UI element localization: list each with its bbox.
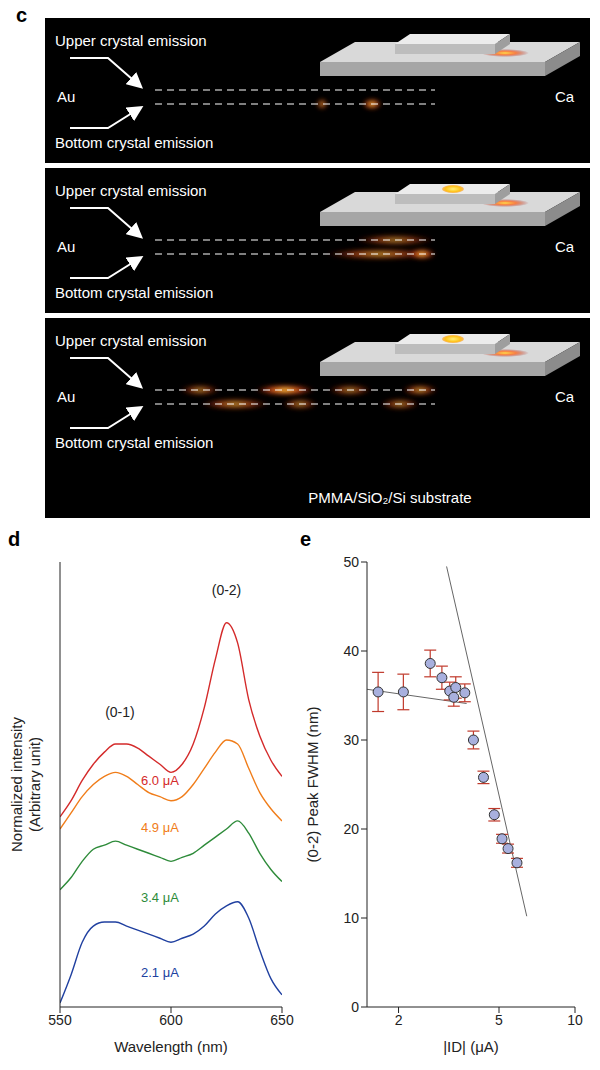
svg-text:Upper crystal emission: Upper crystal emission: [55, 182, 207, 199]
svg-text:Ca: Ca: [555, 238, 575, 255]
svg-text:Au: Au: [57, 238, 75, 255]
svg-text:10: 10: [343, 910, 359, 926]
svg-text:Bottom crystal emission: Bottom crystal emission: [55, 434, 213, 451]
svg-text:(0-2) Peak FWHM (nm): (0-2) Peak FWHM (nm): [304, 707, 321, 863]
svg-text:Au: Au: [57, 88, 75, 105]
svg-text:|ID| (μA): |ID| (μA): [443, 1038, 499, 1055]
svg-text:Ca: Ca: [555, 88, 575, 105]
svg-text:20: 20: [343, 821, 359, 837]
svg-text:650: 650: [270, 1012, 294, 1028]
svg-text:Bottom crystal emission: Bottom crystal emission: [55, 284, 213, 301]
svg-text:Wavelength (nm): Wavelength (nm): [114, 1038, 228, 1055]
svg-text:550: 550: [48, 1012, 72, 1028]
svg-text:10: 10: [567, 1012, 583, 1028]
svg-text:5: 5: [495, 1012, 503, 1028]
svg-text:0: 0: [351, 999, 359, 1015]
svg-text:(0-2): (0-2): [212, 582, 242, 598]
svg-text:600: 600: [159, 1012, 183, 1028]
html-text:d: d: [8, 528, 21, 550]
svg-text:4.9 μA: 4.9 μA: [141, 820, 179, 835]
svg-text:6.0 μA: 6.0 μA: [141, 773, 179, 788]
svg-text:c: c: [16, 4, 27, 26]
html-text:e: e: [300, 528, 312, 550]
svg-text:30: 30: [343, 732, 359, 748]
svg-text:2: 2: [395, 1012, 403, 1028]
svg-text:Ca: Ca: [555, 388, 575, 405]
svg-text:Au: Au: [57, 388, 75, 405]
svg-text:PMMA/SiO₂/Si substrate: PMMA/SiO₂/Si substrate: [308, 489, 471, 506]
svg-text:Normalized intensity(Arbitrary: Normalized intensity(Arbitrary unit): [8, 716, 43, 852]
svg-text:3.4 μA: 3.4 μA: [141, 890, 179, 905]
svg-text:(0-1): (0-1): [105, 704, 135, 720]
svg-text:Upper crystal emission: Upper crystal emission: [55, 332, 207, 349]
svg-text:2.1 μA: 2.1 μA: [141, 965, 179, 980]
svg-text:50: 50: [343, 554, 359, 570]
svg-text:Upper crystal emission: Upper crystal emission: [55, 32, 207, 49]
svg-text:Bottom crystal emission: Bottom crystal emission: [55, 134, 213, 151]
svg-text:40: 40: [343, 643, 359, 659]
